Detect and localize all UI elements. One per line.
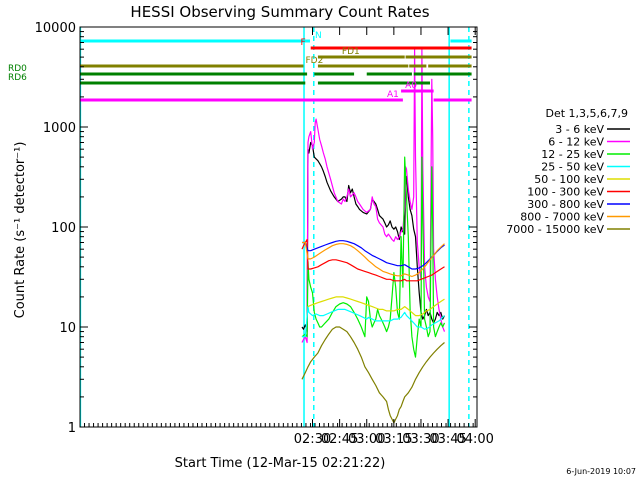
x-tick-label-1: 02:45 xyxy=(321,432,358,447)
legend-label-8: 7000 - 15000 keV xyxy=(506,223,604,236)
series-line-3 xyxy=(302,306,445,338)
series-line-8 xyxy=(301,326,445,424)
flag-label-rd0: RD0 xyxy=(8,64,27,74)
flag-label-a1: A1 xyxy=(387,90,399,100)
series-line-2 xyxy=(301,156,446,358)
legend-label-4: 50 - 100 keV xyxy=(534,173,604,186)
y-tick-label-2: 100 xyxy=(51,221,76,236)
legend-label-1: 6 - 12 keV xyxy=(548,136,604,149)
legend-label-2: 12 - 25 keV xyxy=(541,148,604,161)
series-line-6 xyxy=(302,240,445,270)
flag-label-a0: A0 xyxy=(405,81,417,91)
chart-title: HESSI Observing Summary Count Rates xyxy=(130,3,429,21)
y-tick-label-1: 10 xyxy=(59,321,76,336)
y-tick-label-4: 10000 xyxy=(35,21,76,36)
series-line-0 xyxy=(301,141,446,333)
series-line-5 xyxy=(301,238,445,282)
x-axis-label: Start Time (12-Mar-15 02:21:22) xyxy=(175,456,386,471)
y-axis-label: Count Rate (s⁻¹ detector⁻¹) xyxy=(13,142,28,319)
footer-date: 6-Jun-2019 10:07 xyxy=(566,467,636,476)
series-lines xyxy=(301,48,446,424)
legend-label-0: 3 - 6 keV xyxy=(555,123,604,136)
legend-label-5: 100 - 300 keV xyxy=(527,186,604,199)
series-line-4 xyxy=(307,296,445,317)
x-tick-label-3: 03:15 xyxy=(375,432,412,447)
legend-title: Det 1,3,5,6,7,9 xyxy=(545,107,628,120)
series-line-1 xyxy=(301,48,446,344)
legend-label-7: 800 - 7000 keV xyxy=(520,211,604,224)
x-tick-label-4: 03:30 xyxy=(402,432,439,447)
x-tick-label-2: 03:00 xyxy=(348,432,385,447)
x-tick-label-5: 03:45 xyxy=(429,432,466,447)
x-tick-label-0: 02:30 xyxy=(294,432,331,447)
y-tick-label-3: 1000 xyxy=(43,121,76,136)
x-tick-label-6: 04:00 xyxy=(456,432,493,447)
flag-label-f: F xyxy=(301,38,306,48)
flag-label-n: N xyxy=(315,31,322,41)
series-line-7 xyxy=(302,241,445,278)
flag-label-fd2: FD2 xyxy=(305,56,323,66)
flag-label-fd1: FD1 xyxy=(342,47,360,57)
flag-label-rd6: RD6 xyxy=(8,73,27,83)
y-tick-label-0: 1 xyxy=(68,421,76,436)
legend-label-6: 300 - 800 keV xyxy=(527,198,604,211)
legend-label-3: 25 - 50 keV xyxy=(541,161,604,174)
